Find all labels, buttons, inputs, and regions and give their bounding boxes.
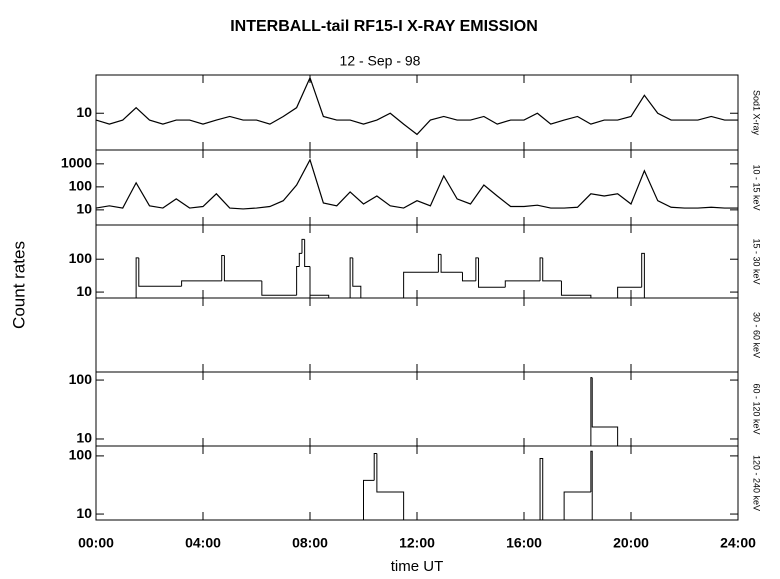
panel-frame bbox=[95, 371, 739, 447]
step-bar bbox=[221, 254, 225, 281]
y-axis-label: Count rates bbox=[9, 241, 28, 329]
step-bar bbox=[301, 238, 305, 254]
chart-title: INTERBALL-tail RF15-I X-RAY EMISSION bbox=[230, 18, 538, 35]
y-tick-label: 100 bbox=[69, 250, 93, 266]
step-bar bbox=[539, 458, 544, 520]
step-bar bbox=[403, 271, 439, 298]
plot-area bbox=[363, 450, 593, 520]
step-bar bbox=[591, 377, 619, 446]
step-bar bbox=[373, 452, 377, 481]
y-tick-label: 1000 bbox=[61, 155, 92, 171]
plot-area bbox=[96, 158, 738, 210]
step-bar bbox=[376, 453, 405, 520]
step-bar bbox=[478, 257, 506, 288]
y-tick-label: 10 bbox=[76, 283, 92, 299]
plot-area bbox=[135, 238, 645, 298]
step-bar bbox=[560, 280, 592, 298]
step-bar bbox=[261, 280, 297, 296]
step-bar bbox=[437, 253, 442, 273]
x-tick-label: 04:00 bbox=[185, 535, 221, 551]
x-tick-label: 12:00 bbox=[399, 535, 435, 551]
y-tick-label: 10 bbox=[76, 505, 92, 521]
panel-label: Sod1 X-ray bbox=[752, 90, 762, 136]
step-bar bbox=[590, 450, 593, 520]
step-bar bbox=[542, 257, 562, 282]
step-bar bbox=[617, 286, 642, 298]
x-tick-label: 08:00 bbox=[292, 535, 328, 551]
step-bar bbox=[304, 239, 310, 268]
data-line bbox=[96, 76, 738, 136]
step-bar bbox=[138, 257, 182, 287]
y-tick-label: 10 bbox=[76, 201, 92, 217]
panel-frame bbox=[95, 149, 739, 226]
step-bar bbox=[296, 266, 300, 296]
step-bar bbox=[641, 252, 645, 298]
step-bar bbox=[475, 257, 479, 281]
step-bar bbox=[539, 257, 543, 281]
step-bar bbox=[504, 280, 541, 288]
step-bar bbox=[223, 255, 262, 282]
plot-area bbox=[590, 377, 619, 446]
step-bar bbox=[352, 257, 362, 298]
y-tick-label: 100 bbox=[69, 371, 93, 387]
data-line bbox=[96, 158, 738, 210]
subtitle: 12 - Sep - 98 bbox=[340, 53, 421, 69]
x-tick-label: 20:00 bbox=[613, 535, 649, 551]
panel-label: 120 - 240 keV bbox=[752, 455, 762, 511]
step-bar bbox=[461, 272, 476, 282]
step-bar bbox=[298, 252, 302, 267]
step-bar bbox=[440, 254, 463, 273]
step-bar bbox=[181, 280, 222, 287]
panel-frame bbox=[95, 74, 739, 151]
step-bar bbox=[135, 257, 139, 298]
step-bar bbox=[363, 479, 375, 520]
y-tick-label: 10 bbox=[76, 430, 92, 446]
y-tick-label: 100 bbox=[69, 178, 93, 194]
panel-label: 60 - 120 keV bbox=[752, 383, 762, 434]
step-bar bbox=[309, 266, 330, 298]
panel-label: 30 - 60 keV bbox=[752, 312, 762, 358]
step-bar bbox=[563, 491, 591, 520]
y-tick-label: 10 bbox=[76, 104, 92, 120]
panel-frame bbox=[95, 445, 739, 521]
x-tick-label: 00:00 bbox=[78, 535, 114, 551]
plot-area bbox=[96, 76, 738, 136]
x-tick-label: 16:00 bbox=[506, 535, 542, 551]
step-bar bbox=[349, 257, 353, 298]
panel-frame bbox=[95, 297, 739, 373]
x-tick-label: 24:00 bbox=[720, 535, 756, 551]
panel-label: 10 - 15 keV bbox=[752, 164, 762, 210]
x-axis-label: time UT bbox=[391, 558, 444, 575]
y-tick-label: 100 bbox=[69, 447, 93, 463]
panel-label: 15 - 30 keV bbox=[752, 238, 762, 284]
